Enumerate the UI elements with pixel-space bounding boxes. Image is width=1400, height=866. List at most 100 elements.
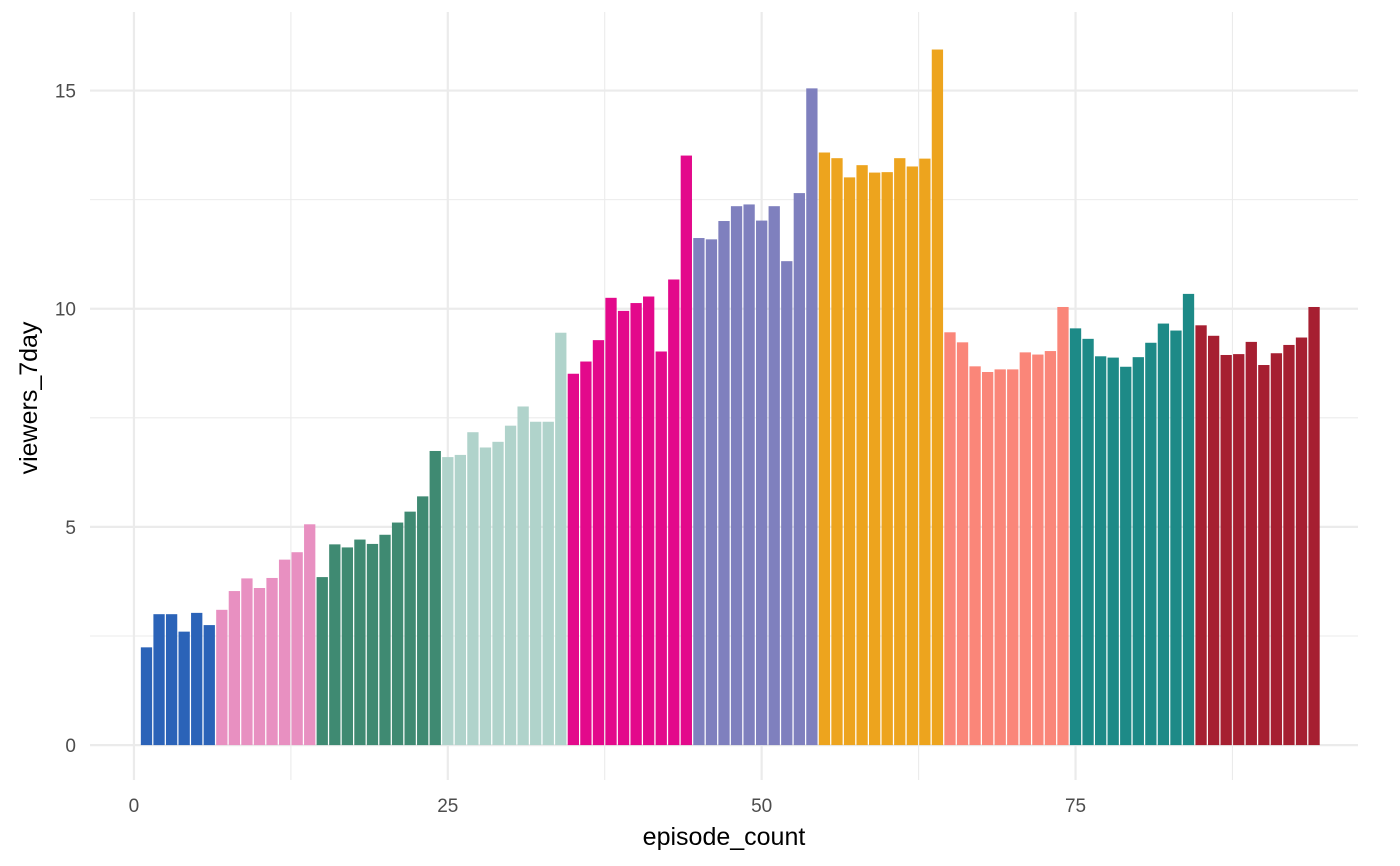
bar	[981, 372, 994, 746]
bar	[730, 206, 743, 746]
bar	[843, 177, 856, 746]
bar	[1220, 354, 1232, 746]
bar	[856, 165, 868, 746]
bar	[931, 49, 944, 746]
x-tick-label: 25	[437, 796, 458, 817]
bar	[580, 361, 592, 746]
bar	[1145, 342, 1157, 746]
bar	[354, 539, 366, 746]
bar	[718, 221, 730, 746]
bar	[680, 155, 692, 746]
bar	[944, 332, 956, 746]
bar	[504, 425, 517, 746]
bar	[1245, 341, 1257, 746]
bar	[906, 166, 918, 746]
bar	[417, 496, 429, 746]
bar	[140, 647, 153, 746]
bar	[228, 591, 241, 746]
bar	[869, 172, 881, 746]
x-tick-label: 0	[129, 796, 140, 817]
bar	[605, 297, 617, 746]
bar	[304, 524, 316, 746]
bar	[1069, 328, 1082, 746]
bar	[1032, 354, 1044, 746]
bar	[517, 406, 529, 746]
bar	[241, 578, 253, 746]
bar	[1057, 306, 1069, 746]
bar	[1094, 356, 1107, 746]
bar	[919, 158, 931, 746]
bar	[1007, 369, 1019, 746]
bar	[1082, 338, 1094, 746]
bar	[492, 441, 504, 746]
bar	[153, 614, 165, 746]
bar	[278, 559, 291, 746]
bar	[1207, 335, 1220, 746]
bar	[341, 547, 354, 746]
bar	[178, 631, 190, 746]
bar	[793, 193, 805, 746]
bar	[1019, 352, 1031, 746]
x-axis-ticks: 0 25 50 75	[129, 796, 1086, 817]
bar	[1295, 337, 1308, 746]
bar	[191, 612, 203, 746]
bar	[743, 204, 755, 746]
bar	[316, 577, 328, 746]
bar	[379, 534, 391, 746]
bar	[881, 172, 893, 746]
y-tick-label: 0	[65, 736, 76, 757]
bar	[831, 158, 843, 746]
bar	[203, 625, 215, 746]
bar	[442, 457, 454, 746]
bar	[329, 544, 341, 746]
bar	[542, 421, 554, 746]
bar	[781, 261, 793, 746]
bar	[969, 366, 981, 746]
x-tick-label: 50	[751, 796, 772, 817]
x-tick-label: 75	[1065, 796, 1086, 817]
bar	[956, 342, 969, 746]
bar	[1132, 357, 1144, 746]
bar	[1107, 357, 1119, 746]
bar	[479, 447, 492, 746]
bar	[530, 421, 542, 746]
bar	[253, 588, 266, 746]
bar	[1170, 330, 1182, 746]
bar	[1258, 365, 1270, 746]
bar	[266, 577, 278, 746]
bar	[894, 158, 906, 746]
bar	[1283, 344, 1295, 746]
bar	[467, 432, 479, 746]
bar	[1270, 353, 1283, 746]
bar	[1308, 306, 1320, 746]
bar	[655, 351, 667, 746]
bar	[366, 543, 379, 746]
bar	[454, 454, 467, 746]
bar	[818, 152, 831, 746]
y-axis-ticks: 0 5 10 15	[55, 82, 76, 758]
bar	[643, 296, 655, 746]
bars	[140, 49, 1320, 746]
y-axis-title: viewers_7day	[15, 321, 43, 474]
bar	[806, 88, 818, 746]
bar	[1044, 351, 1057, 746]
bar	[668, 279, 680, 746]
bar	[291, 552, 303, 746]
bar	[1120, 366, 1132, 746]
bar	[630, 303, 642, 746]
bar	[555, 332, 567, 746]
bar	[404, 511, 416, 746]
bar	[165, 614, 178, 746]
bar	[768, 206, 780, 746]
x-axis-title: episode_count	[643, 823, 806, 851]
y-tick-label: 5	[65, 518, 76, 539]
bar	[391, 522, 404, 746]
bar	[567, 373, 579, 746]
bar	[617, 310, 630, 746]
bar	[994, 369, 1006, 746]
bar	[429, 450, 441, 746]
bar	[1195, 325, 1207, 746]
y-tick-label: 10	[55, 300, 76, 321]
bar	[592, 340, 605, 746]
